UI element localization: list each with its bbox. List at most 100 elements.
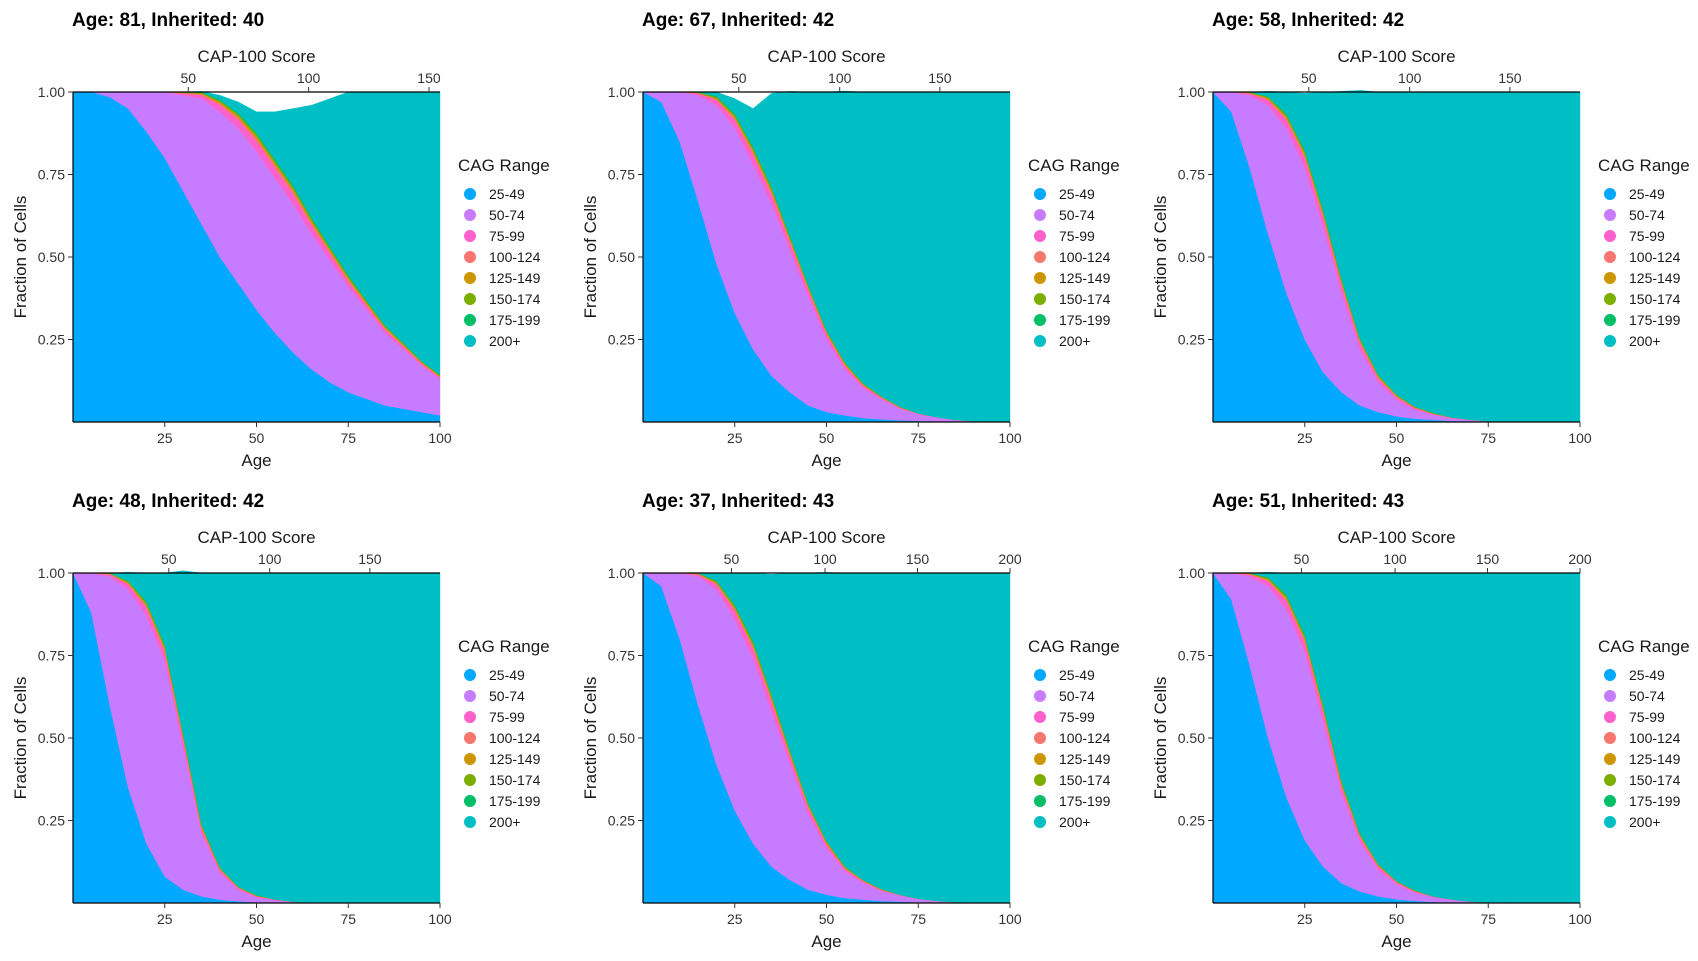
legend-swatch <box>1604 732 1616 744</box>
legend-swatch <box>464 753 476 765</box>
legend-swatch <box>1604 690 1616 702</box>
legend-item-label: 50-74 <box>1629 688 1665 704</box>
x-tick-label: 50 <box>249 430 265 446</box>
y-axis-title: Fraction of Cells <box>581 196 600 319</box>
y-tick-label: 1.00 <box>608 565 635 581</box>
legend-title: CAG Range <box>1028 156 1120 175</box>
top-axis-title: CAP-100 Score <box>767 528 885 547</box>
x-tick-label: 100 <box>428 430 452 446</box>
legend-swatch <box>1034 293 1046 305</box>
legend-swatch <box>1034 816 1046 828</box>
legend-item-label: 175-199 <box>1059 312 1111 328</box>
legend-item-label: 50-74 <box>489 688 525 704</box>
x-tick-label: 100 <box>1568 430 1592 446</box>
legend-swatch <box>464 272 476 284</box>
top-tick-label: 50 <box>1301 70 1317 86</box>
panel-title: Age: 81, Inherited: 40 <box>72 10 264 31</box>
legend: CAG Range 25-49 50-74 75-99 100-124 125-149 15… <box>1598 156 1690 349</box>
x-tick-label: 100 <box>428 911 452 927</box>
legend-swatch <box>464 669 476 681</box>
legend-item-label: 100-124 <box>1059 730 1111 746</box>
legend-swatch <box>1034 272 1046 284</box>
chart-panel-2: Age: 67, Inherited: 42 CAP-100 Score 25 50 7… <box>581 10 1120 470</box>
legend-swatch <box>464 774 476 786</box>
x-tick-label: 50 <box>1389 911 1405 927</box>
legend-swatch <box>1034 753 1046 765</box>
legend-swatch <box>1604 335 1616 347</box>
y-axis-title: Fraction of Cells <box>11 196 30 319</box>
x-tick-label: 25 <box>1297 430 1313 446</box>
top-tick-label: 200 <box>998 551 1022 567</box>
top-tick-label: 100 <box>258 551 282 567</box>
legend-title: CAG Range <box>458 156 550 175</box>
legend-item-label: 200+ <box>1059 333 1091 349</box>
legend-swatch <box>464 209 476 221</box>
legend-swatch <box>1604 230 1616 242</box>
legend-item-label: 50-74 <box>489 207 525 223</box>
legend-item-label: 125-149 <box>1629 751 1681 767</box>
y-tick-label: 0.75 <box>38 648 65 664</box>
top-axis-title: CAP-100 Score <box>1337 528 1455 547</box>
legend-item-label: 100-124 <box>489 249 541 265</box>
legend-swatch <box>1604 795 1616 807</box>
x-tick-label: 25 <box>727 430 743 446</box>
legend-swatch <box>1034 711 1046 723</box>
chart-panel-1: Age: 81, Inherited: 40 CAP-100 Score 25 50 7… <box>11 10 550 470</box>
top-tick-label: 150 <box>358 551 382 567</box>
legend-swatch <box>464 188 476 200</box>
x-tick-label: 50 <box>1389 430 1405 446</box>
y-tick-label: 0.25 <box>1178 332 1205 348</box>
legend-item-label: 25-49 <box>489 667 525 683</box>
legend-swatch <box>1034 314 1046 326</box>
legend-item-label: 175-199 <box>1629 312 1681 328</box>
top-tick-label: 150 <box>1498 70 1522 86</box>
legend-item-label: 150-174 <box>489 772 541 788</box>
legend-item-label: 75-99 <box>1629 709 1665 725</box>
area-series-200+ <box>643 90 1011 423</box>
legend: CAG Range 25-49 50-74 75-99 100-124 125-149 15… <box>1028 637 1120 830</box>
legend-item-label: 75-99 <box>489 709 525 725</box>
x-tick-label: 75 <box>340 911 356 927</box>
y-tick-label: 0.50 <box>1178 249 1205 265</box>
top-axis-title: CAP-100 Score <box>197 47 315 66</box>
top-tick-label: 100 <box>1398 70 1422 86</box>
panel-title: Age: 58, Inherited: 42 <box>1212 10 1404 31</box>
legend-item-label: 125-149 <box>1059 751 1111 767</box>
legend-item-label: 150-174 <box>1059 291 1111 307</box>
legend-swatch <box>1604 251 1616 263</box>
legend-item-label: 125-149 <box>489 751 541 767</box>
legend-swatch <box>464 251 476 263</box>
legend-item-label: 125-149 <box>1629 270 1681 286</box>
legend-item-label: 125-149 <box>1059 270 1111 286</box>
x-axis-title: Age <box>1381 932 1411 951</box>
legend-swatch <box>1034 209 1046 221</box>
y-tick-label: 1.00 <box>1178 84 1205 100</box>
y-tick-label: 1.00 <box>1178 565 1205 581</box>
y-tick-label: 0.25 <box>608 332 635 348</box>
legend-item-label: 200+ <box>489 814 521 830</box>
legend-swatch <box>464 335 476 347</box>
x-axis-title: Age <box>811 451 841 470</box>
y-tick-label: 1.00 <box>38 565 65 581</box>
panel-title: Age: 51, Inherited: 43 <box>1212 491 1404 512</box>
top-tick-label: 50 <box>161 551 177 567</box>
top-tick-label: 50 <box>731 70 747 86</box>
legend-swatch <box>1604 816 1616 828</box>
y-tick-label: 0.50 <box>608 249 635 265</box>
legend-item-label: 75-99 <box>1629 228 1665 244</box>
x-tick-label: 25 <box>157 911 173 927</box>
y-tick-label: 0.25 <box>38 813 65 829</box>
legend-swatch <box>464 816 476 828</box>
legend-item-label: 200+ <box>489 333 521 349</box>
x-tick-label: 50 <box>249 911 265 927</box>
legend-swatch <box>464 293 476 305</box>
x-tick-label: 75 <box>910 430 926 446</box>
legend-item-label: 100-124 <box>1629 249 1681 265</box>
legend-item-label: 150-174 <box>1629 291 1681 307</box>
y-tick-label: 0.25 <box>38 332 65 348</box>
y-tick-label: 0.25 <box>1178 813 1205 829</box>
legend-item-label: 150-174 <box>1059 772 1111 788</box>
legend-item-label: 50-74 <box>1629 207 1665 223</box>
x-tick-label: 25 <box>727 911 743 927</box>
legend-swatch <box>464 795 476 807</box>
